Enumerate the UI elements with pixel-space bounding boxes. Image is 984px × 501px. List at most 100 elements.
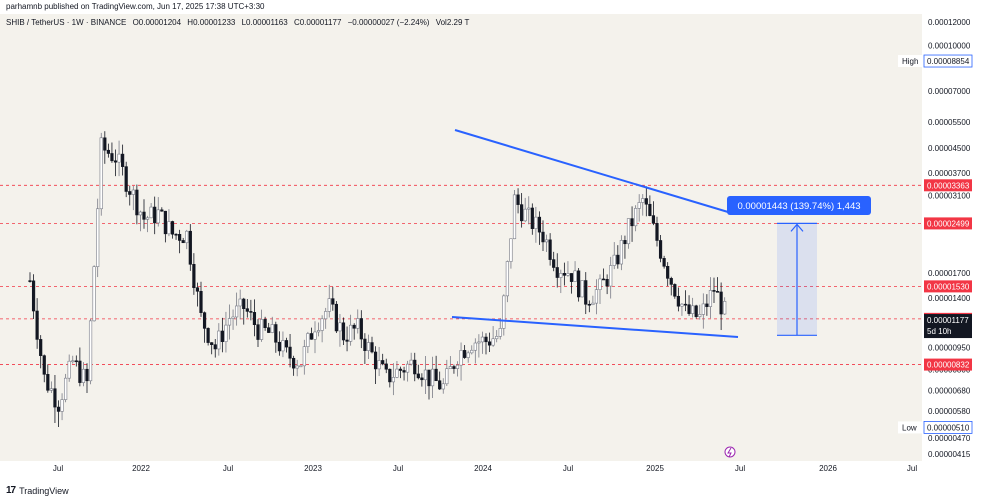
candle-body <box>555 267 559 278</box>
price-tick-label: 0.00003100 <box>928 192 971 201</box>
candle-body <box>552 259 556 268</box>
change-value: −0.00000027 (−2.24%) <box>347 18 430 27</box>
candle-body <box>612 254 616 266</box>
candle-body <box>598 278 602 290</box>
price-level-tag <box>924 280 972 293</box>
close-value: C0.00001177 <box>293 18 342 27</box>
candle-body <box>224 324 228 342</box>
candle-body <box>227 318 232 326</box>
time-tick-label: Jul <box>735 464 745 473</box>
publisher-text: parhamnb published on TradingView.com, J… <box>6 2 265 11</box>
candle-body <box>541 231 545 243</box>
candle-body <box>327 298 331 312</box>
candle-body <box>470 349 474 354</box>
candle-body <box>466 352 470 358</box>
lower-trendline[interactable] <box>451 316 739 338</box>
candle-body <box>591 302 595 305</box>
candle-body <box>548 239 552 260</box>
candle-body <box>124 166 128 192</box>
candle-body <box>683 303 688 306</box>
time-tick-label: 2023 <box>304 464 322 473</box>
candle-body <box>644 198 648 205</box>
candle-body <box>430 368 435 387</box>
candle-body <box>502 295 506 329</box>
candle-body <box>516 194 520 205</box>
candle-body <box>35 310 39 340</box>
time-tick-label: 2022 <box>132 464 150 473</box>
candle-body <box>249 311 253 313</box>
candle-body <box>480 336 485 343</box>
price-level-tag-text: 0.00000832 <box>927 361 970 370</box>
price-extreme-label-bg <box>898 55 922 68</box>
current-price-tag <box>924 314 972 339</box>
candle-body <box>388 368 392 383</box>
candle-body <box>192 264 196 289</box>
price-tick-label: 0.00000415 <box>928 450 971 459</box>
candle-body <box>170 221 175 235</box>
footer-bar: 17 TradingView <box>0 478 984 501</box>
price-tick-label: 0.00000580 <box>928 407 971 416</box>
price-tick-label: 0.00005500 <box>928 118 971 127</box>
candle-body <box>509 238 513 262</box>
price-axis[interactable] <box>922 14 984 461</box>
candle-body <box>666 265 670 279</box>
plot-area[interactable] <box>0 14 922 461</box>
price-extreme-value: 0.00008854 <box>927 57 970 66</box>
candle-body <box>78 360 82 383</box>
candle-body <box>537 216 542 233</box>
price-level-tag-text: 0.00002499 <box>927 219 970 228</box>
candle-body <box>352 324 356 329</box>
candle-body <box>463 350 467 358</box>
candle-body <box>135 189 139 216</box>
candle-body <box>691 305 695 314</box>
candle-body <box>619 240 623 265</box>
candle-body <box>566 273 570 276</box>
candle-body <box>220 330 224 342</box>
price-extreme-value: 0.00000510 <box>927 423 970 432</box>
event-bolt-icon[interactable] <box>724 446 736 458</box>
candle-body <box>673 284 677 297</box>
tradingview-logo[interactable]: 17 TradingView <box>6 485 69 496</box>
candle-body <box>67 360 71 379</box>
candle-body <box>31 280 36 312</box>
measure-label-box[interactable] <box>727 196 871 215</box>
candle-body <box>42 355 46 375</box>
candle-body <box>641 198 645 203</box>
candle-body <box>409 359 413 365</box>
candle-body <box>398 368 403 371</box>
price-extreme-tag <box>923 421 973 434</box>
candle-body <box>701 303 705 315</box>
candle-body <box>402 370 406 373</box>
candle-body <box>235 305 239 318</box>
candle-body <box>185 230 189 244</box>
candle-body <box>349 324 353 342</box>
candle-body <box>96 208 100 267</box>
candle-body <box>637 202 641 209</box>
candle-body <box>694 305 698 317</box>
upper-trendline[interactable] <box>454 129 729 213</box>
candle-body <box>103 137 107 151</box>
candle-body <box>309 333 314 340</box>
candle-body <box>313 331 317 340</box>
candle-body <box>406 363 410 373</box>
candle-body <box>609 265 613 287</box>
time-tick-label: Jul <box>393 464 403 473</box>
candle-body <box>473 342 477 351</box>
brand-name: TradingView <box>19 485 69 496</box>
price-level-tag-text: 0.00003363 <box>927 181 970 190</box>
candle-body <box>523 208 527 222</box>
candle-body <box>455 364 460 369</box>
time-tick-label: Jul <box>907 464 917 473</box>
candle-body <box>117 153 121 163</box>
candle-body <box>316 330 321 333</box>
candle-body <box>420 377 424 381</box>
candle-body <box>384 363 388 370</box>
candle-body <box>438 380 442 390</box>
candle-body <box>562 273 566 276</box>
candle-body <box>366 342 371 351</box>
price-tick-label: 0.00001400 <box>928 294 971 303</box>
price-tick-label: 0.00001700 <box>928 269 971 278</box>
symbol-name[interactable]: SHIB / TetherUS · 1W · BINANCE <box>6 18 127 27</box>
price-tick-label: 0.00003700 <box>928 169 971 178</box>
